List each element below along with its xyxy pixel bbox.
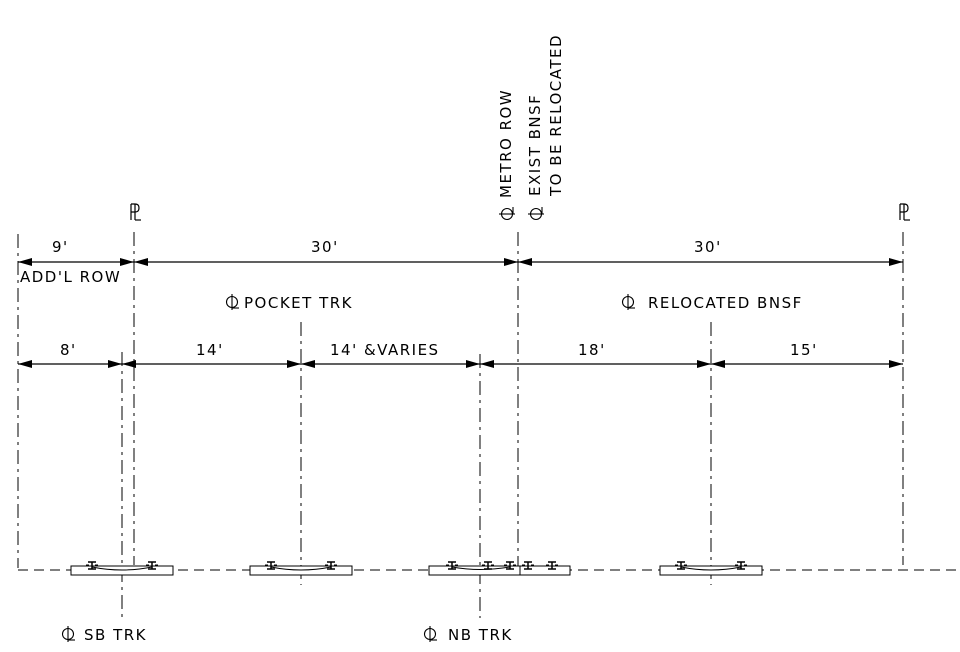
centerline-sb-trk-icon <box>61 625 76 643</box>
property-line-left-icon <box>130 203 142 221</box>
pocket-trk-label: POCKET TRK <box>244 294 353 312</box>
top-dimension-line <box>18 258 903 266</box>
track-section-nb <box>428 561 530 576</box>
dim-bottom-18ft: 18' <box>578 341 606 359</box>
nb-trk-label: NB TRK <box>448 626 513 644</box>
centerline-exist-bnsf-icon <box>527 206 545 221</box>
sb-trk-label: SB TRK <box>84 626 147 644</box>
exist-bnsf-label: EXIST BNSF <box>526 94 544 196</box>
dim-bottom-8ft: 8' <box>60 341 77 359</box>
dim-bottom-15ft: 15' <box>790 341 818 359</box>
property-line-right-icon <box>899 203 911 221</box>
relocated-bnsf-label: RELOCATED BNSF <box>648 294 803 312</box>
addl-row-label: ADD'L ROW <box>20 268 121 286</box>
track-section-sb <box>70 561 174 576</box>
to-be-relocated-label: TO BE RELOCATED <box>547 34 565 197</box>
track-section-exist-bnsf <box>519 561 571 576</box>
track-section-relocated-bnsf <box>659 561 763 576</box>
centerline-pocket-trk-icon <box>225 293 240 311</box>
centerline-nb-trk-icon <box>423 625 438 643</box>
bottom-dimension-line <box>18 360 903 368</box>
dim-bottom-14ft-varies: 14' &VARIES <box>330 341 440 359</box>
dim-bottom-14ft: 14' <box>196 341 224 359</box>
track-section-pocket <box>249 561 353 576</box>
dim-top-9ft: 9' <box>52 238 69 256</box>
metro-row-label: METRO ROW <box>497 89 515 198</box>
dim-top-30ft-right: 30' <box>694 238 722 256</box>
centerline-metro-row-icon <box>498 206 516 221</box>
centerline-relocated-bnsf-icon <box>621 293 636 311</box>
dim-top-30ft-left: 30' <box>311 238 339 256</box>
